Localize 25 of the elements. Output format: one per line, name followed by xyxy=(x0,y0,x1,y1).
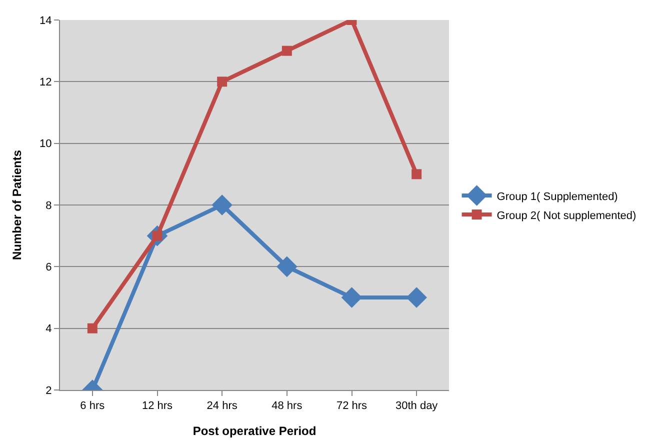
legend-label: Group 2( Not supplemented) xyxy=(496,210,636,222)
point xyxy=(276,256,298,278)
y-tick-label: 8 xyxy=(46,200,52,212)
point xyxy=(412,169,422,180)
point xyxy=(212,194,232,216)
y-axis-title: Number of Patients xyxy=(10,150,24,260)
x-tick-label: 72 hrs xyxy=(336,400,368,412)
y-tick-label: 6 xyxy=(46,262,52,274)
y-tick-label: 10 xyxy=(40,138,52,150)
point xyxy=(282,46,292,56)
y-tick-label: 14 xyxy=(40,14,52,27)
y-tick-label: 2 xyxy=(46,384,52,397)
x-tick-label: 6 hrs xyxy=(80,400,106,412)
x-tick-label: 12 hrs xyxy=(142,400,174,412)
point xyxy=(406,287,427,308)
x-tick-label: 30th day xyxy=(395,400,438,412)
point xyxy=(217,76,228,87)
legend-label: Group 1( Supplemented) xyxy=(496,190,618,203)
point xyxy=(341,287,362,308)
y-tick-label: 4 xyxy=(46,323,52,336)
x-axis-title: Post operative Period xyxy=(192,424,316,438)
y-tick-label: 12 xyxy=(40,76,52,89)
x-tick-label: 24 hrs xyxy=(206,400,238,412)
point xyxy=(87,323,98,334)
x-tick-label: 48 hrs xyxy=(272,400,303,412)
